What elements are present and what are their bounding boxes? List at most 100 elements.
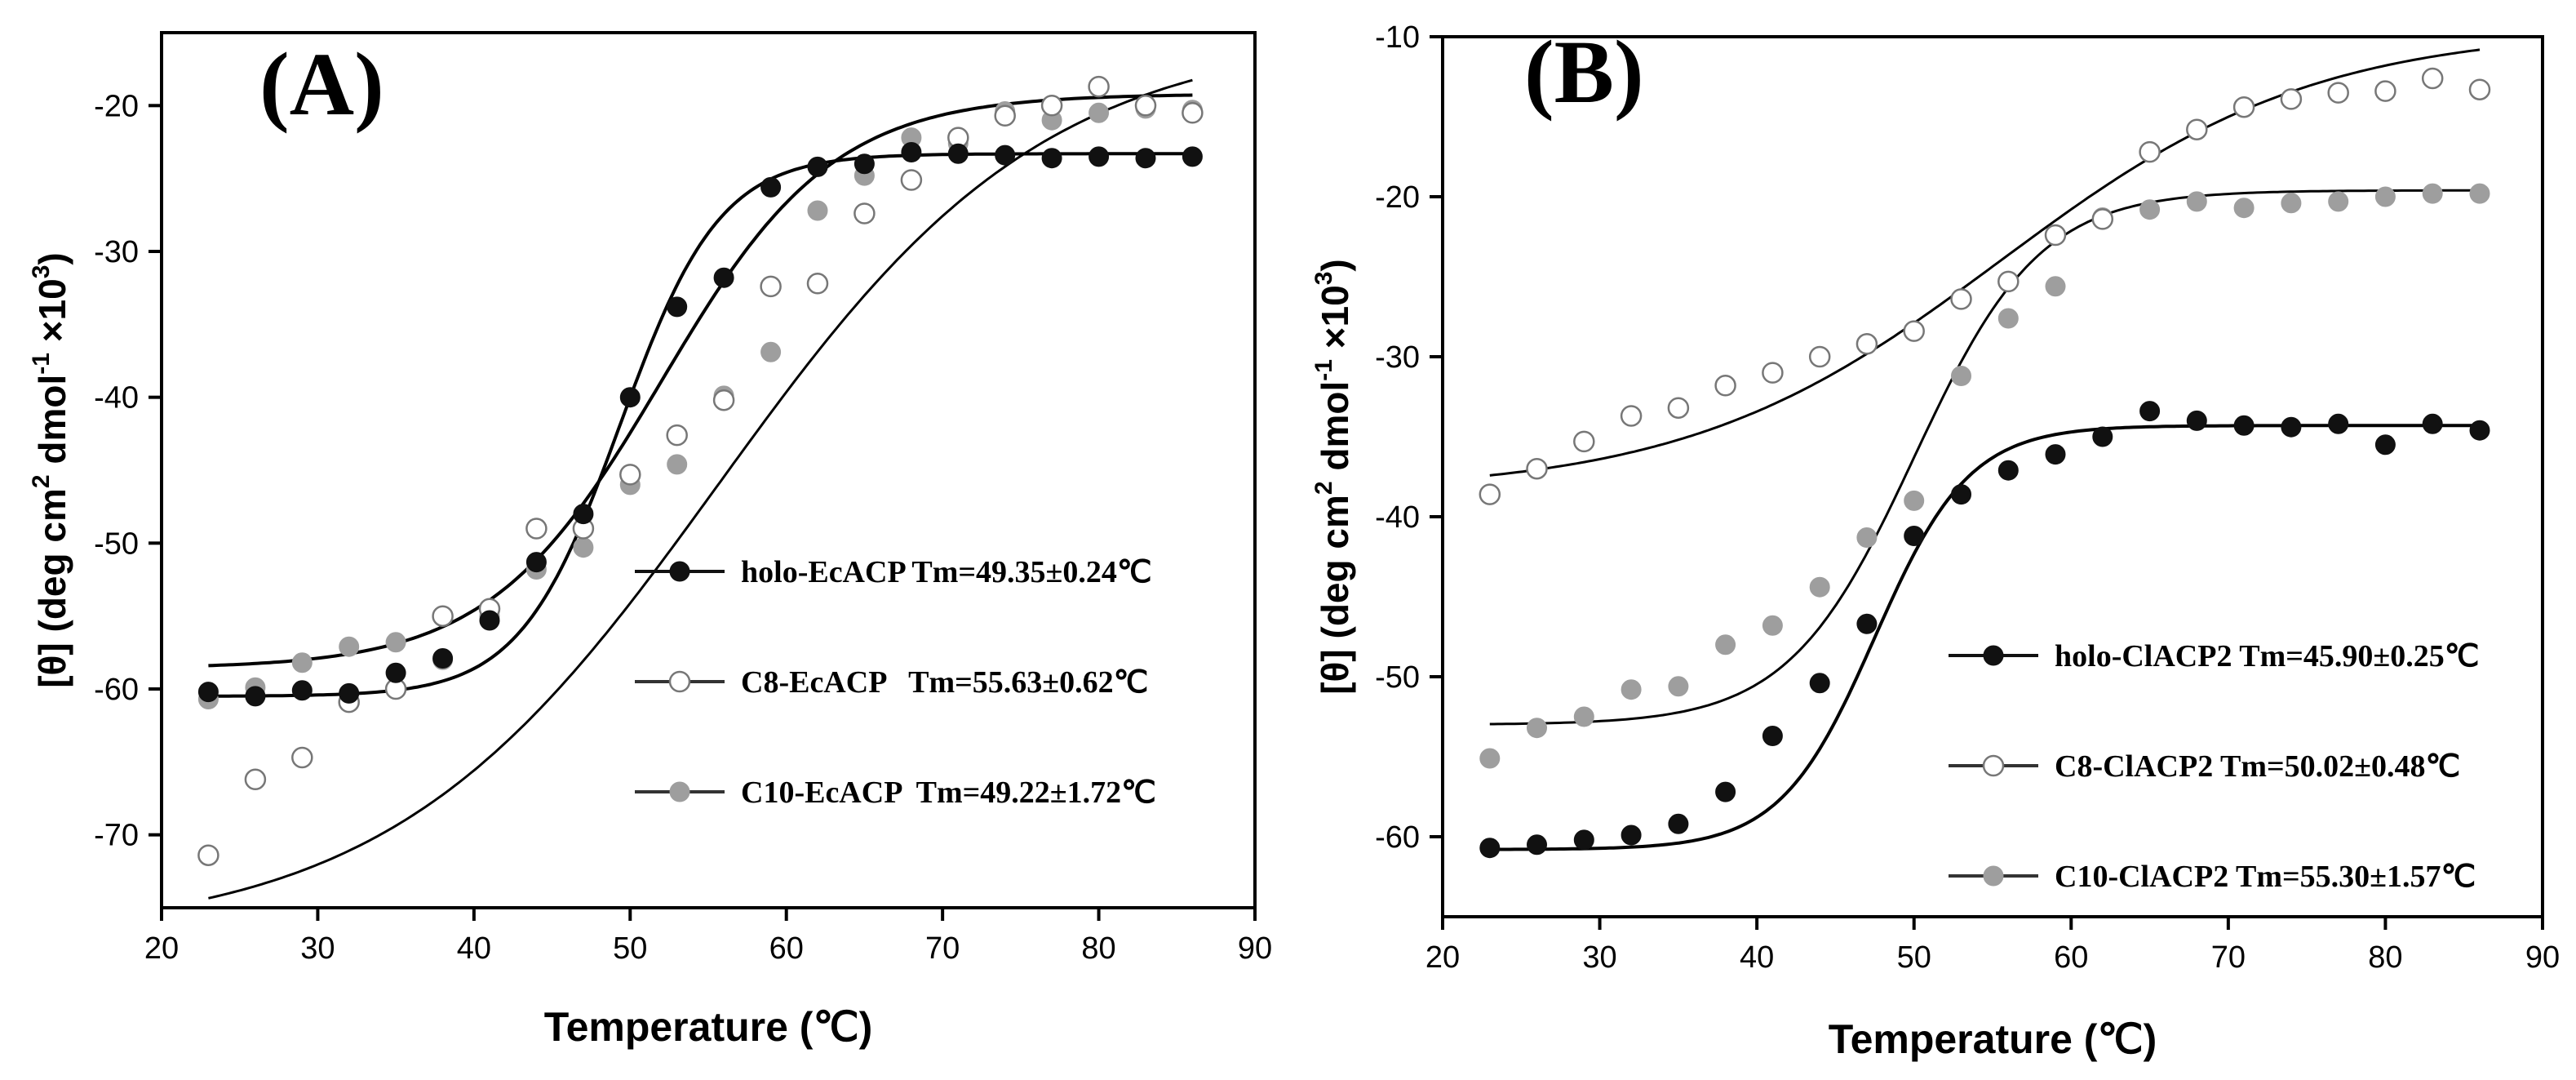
x-axis-label-a: Temperature (℃) — [544, 1004, 873, 1050]
data-point-c10-b — [2045, 276, 2066, 297]
data-point-c8-a — [853, 202, 876, 224]
data-point-c8-a — [432, 605, 454, 627]
legend-label-c8-a: C8-EcACP Tm=55.63±0.62℃ — [741, 665, 1148, 700]
data-point-c10-b — [2422, 183, 2443, 204]
y-axis-label-a: [θ] (deg cm2 dmol-1 ×103) — [28, 252, 73, 688]
data-point-c10-b — [1621, 679, 1642, 700]
y-tick-label-b: -60 — [1375, 820, 1420, 855]
data-point-c8-b — [1526, 457, 1548, 480]
data-point-c8-b — [1479, 483, 1501, 505]
data-point-c10-b — [2233, 198, 2255, 219]
legend-b: holo-ClACP2 Tm=45.90±0.25℃ C8-ClACP2 Tm=5… — [1949, 639, 2479, 894]
data-point-c8-b — [2421, 67, 2444, 90]
data-point-c10-b — [1762, 615, 1783, 636]
data-point-c8-b — [2327, 82, 2349, 104]
data-point-c8-b — [2139, 140, 2161, 163]
x-tick-label-a: 30 — [300, 931, 335, 966]
data-point-c8-b — [1762, 362, 1784, 384]
data-point-c8-b — [1573, 430, 1595, 453]
legend-label-c8-b: C8-ClACP2 Tm=50.02±0.48℃ — [2055, 749, 2460, 784]
data-point-c10-b — [2374, 186, 2396, 207]
data-point-holo-a — [619, 387, 641, 408]
legend-label-holo-b: holo-ClACP2 Tm=45.90±0.25℃ — [2055, 639, 2479, 673]
y-tick-label-a: -20 — [94, 89, 139, 123]
data-point-holo-b — [2139, 401, 2161, 422]
fit-curve-holo-a — [208, 152, 1193, 698]
plot-frame-b — [1441, 35, 2544, 918]
data-point-c8-b — [1808, 345, 1831, 368]
data-point-c8-a — [291, 746, 313, 769]
data-point-c10-b — [1527, 718, 1547, 739]
data-point-holo-a — [1041, 148, 1062, 169]
fit-curve-holo-b — [1489, 424, 2480, 851]
data-point-c8-a — [1040, 95, 1063, 117]
data-point-c8-b — [2232, 96, 2255, 118]
legend-marker-c10-b — [1983, 865, 2004, 887]
y-tick-label-a: -50 — [94, 527, 139, 561]
data-point-holo-a — [197, 682, 219, 703]
data-point-c8-b — [1620, 405, 1643, 427]
x-ticks-a: 20 30 40 50 60 70 80 90 — [144, 908, 1272, 966]
x-tick-label-b: 90 — [2525, 940, 2560, 975]
x-axis-label-b: Temperature (℃) — [1829, 1016, 2157, 1062]
data-point-c10-b — [1809, 576, 1830, 598]
y-tick-label-a: -40 — [94, 381, 139, 416]
y-tick-label-a: -60 — [94, 673, 139, 707]
x-tick-label-b: 60 — [2054, 940, 2088, 975]
data-point-c8-b — [2044, 224, 2067, 247]
data-point-holo-b — [1715, 781, 1736, 802]
data-point-c10-b — [1479, 748, 1501, 769]
data-points-b — [1479, 67, 2491, 859]
data-point-c10-a — [385, 632, 406, 653]
data-point-c10-a — [1088, 102, 1110, 123]
data-point-holo-b — [2233, 415, 2255, 436]
data-point-c8-a — [197, 844, 219, 866]
data-point-holo-b — [1479, 838, 1501, 859]
data-point-c8-b — [1903, 320, 1925, 342]
x-ticks-b: 20 30 40 50 60 70 80 90 — [1425, 917, 2560, 975]
x-tick-label-a: 80 — [1081, 931, 1115, 966]
data-point-holo-b — [2374, 434, 2396, 456]
data-point-c8-b — [2186, 118, 2208, 140]
x-tick-label-b: 30 — [1582, 940, 1616, 975]
data-point-holo-b — [1904, 526, 1925, 546]
fit-curve-c10-b — [1489, 189, 2480, 726]
data-point-c10-a — [291, 652, 313, 673]
data-point-c10-b — [1951, 366, 1971, 386]
legend-marker-c8-a — [668, 670, 691, 693]
data-point-c10-b — [2281, 193, 2302, 214]
data-point-holo-b — [1573, 829, 1594, 851]
data-point-holo-b — [1527, 834, 1547, 856]
x-tick-label-b: 80 — [2368, 940, 2402, 975]
plot-frame-a — [160, 31, 1257, 909]
data-point-holo-a — [807, 156, 828, 177]
x-tick-label-a: 50 — [613, 931, 647, 966]
data-point-c8-a — [712, 389, 735, 411]
fit-curve-c8-a — [208, 78, 1193, 900]
y-tick-label-b: -30 — [1375, 340, 1420, 375]
legend-marker-c8-b — [1982, 754, 2005, 777]
x-tick-label-b: 40 — [1740, 940, 1774, 975]
legend-marker-holo-a — [669, 561, 690, 582]
legend-label-c10-b: C10-ClACP2 Tm=55.30±1.57℃ — [2055, 860, 2476, 894]
data-point-holo-a — [432, 648, 454, 669]
x-tick-label-a: 20 — [144, 931, 179, 966]
chart-panel-a: 20 30 40 50 60 70 80 90 -70 -60 -50 -40 -30 -20 holo… — [28, 31, 1272, 1050]
data-point-c8-a — [1134, 95, 1157, 117]
data-point-holo-a — [760, 176, 782, 198]
y-tick-label-b: -10 — [1375, 20, 1420, 55]
x-tick-label-b: 20 — [1425, 940, 1460, 975]
data-point-c10-b — [1715, 634, 1736, 656]
data-point-c10-b — [1997, 308, 2019, 329]
data-point-c10-b — [2469, 183, 2490, 204]
x-tick-label-a: 40 — [457, 931, 491, 966]
data-point-holo-a — [1088, 146, 1110, 167]
panel-label-a: (A) — [259, 34, 384, 134]
data-point-c8-b — [2468, 78, 2491, 100]
y-tick-label-a: -70 — [94, 819, 139, 853]
y-ticks-b: -60 -50 -40 -30 -20 -10 — [1375, 20, 1443, 855]
data-point-holo-a — [339, 682, 360, 704]
data-point-holo-a — [667, 296, 688, 318]
data-point-c8-b — [2280, 88, 2303, 110]
